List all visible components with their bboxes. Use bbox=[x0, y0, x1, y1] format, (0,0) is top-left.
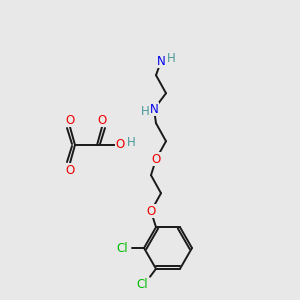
Text: O: O bbox=[152, 153, 160, 166]
Text: O: O bbox=[146, 205, 156, 218]
Text: N: N bbox=[157, 55, 165, 68]
Text: H: H bbox=[141, 105, 149, 118]
Text: O: O bbox=[65, 113, 75, 127]
Text: O: O bbox=[98, 113, 106, 127]
Text: H: H bbox=[127, 136, 135, 149]
Text: Cl: Cl bbox=[136, 278, 148, 291]
Text: N: N bbox=[150, 103, 158, 116]
Text: O: O bbox=[65, 164, 75, 176]
Text: Cl: Cl bbox=[116, 242, 128, 254]
Text: H: H bbox=[167, 52, 176, 65]
Text: O: O bbox=[116, 139, 124, 152]
